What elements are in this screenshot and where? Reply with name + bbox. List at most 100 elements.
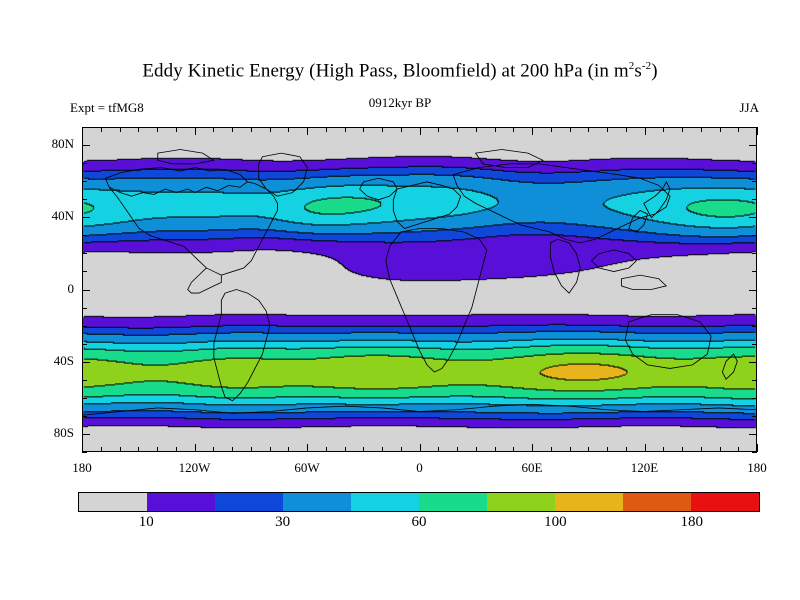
x-tick	[157, 127, 158, 132]
x-tick	[513, 447, 514, 452]
x-tick	[438, 447, 439, 452]
y-tick	[82, 163, 87, 164]
x-tick	[101, 127, 102, 132]
x-tick	[551, 447, 552, 452]
lat-label-80N: 80N	[51, 136, 74, 152]
y-tick	[752, 235, 757, 236]
y-tick	[82, 181, 87, 182]
lon-label-0: 0	[416, 460, 423, 475]
y-tick	[82, 290, 90, 291]
colorbar-segment-0	[79, 493, 147, 511]
colorbar-label-180: 180	[680, 514, 704, 530]
y-tick	[82, 271, 87, 272]
x-tick	[326, 127, 327, 132]
lon-label-180: 180	[747, 460, 767, 475]
colorbar-label-10: 10	[138, 514, 154, 530]
x-tick	[701, 447, 702, 452]
y-tick	[749, 362, 757, 363]
y-tick	[752, 199, 757, 200]
colorbar-segment-4	[351, 493, 419, 511]
x-tick	[738, 447, 739, 452]
x-tick	[138, 447, 139, 452]
y-tick	[82, 434, 90, 435]
x-tick	[382, 447, 383, 452]
y-tick	[82, 235, 87, 236]
x-tick	[420, 127, 421, 135]
x-tick	[513, 127, 514, 132]
x-tick	[495, 447, 496, 452]
x-tick	[270, 447, 271, 452]
x-tick	[588, 127, 589, 132]
y-tick	[752, 344, 757, 345]
x-tick	[645, 127, 646, 135]
x-tick	[288, 127, 289, 132]
x-tick	[645, 444, 646, 452]
title-close-paren: )	[651, 60, 658, 82]
eke-field-contours	[83, 128, 756, 451]
y-tick	[82, 308, 87, 309]
x-tick	[438, 127, 439, 132]
x-tick	[626, 447, 627, 452]
x-tick	[420, 444, 421, 452]
x-tick	[757, 127, 758, 135]
colorbar-segment-7	[555, 493, 623, 511]
y-tick	[752, 308, 757, 309]
y-tick	[752, 253, 757, 254]
x-tick	[551, 127, 552, 132]
x-tick	[120, 127, 121, 132]
x-tick	[626, 127, 627, 132]
colorbar	[78, 492, 760, 512]
colorbar-segment-1	[147, 493, 215, 511]
lat-label-40S: 40S	[53, 352, 74, 368]
y-tick	[82, 398, 87, 399]
page-title-text: Eddy Kinetic Energy (High Pass, Bloomfie…	[142, 60, 629, 82]
x-tick	[120, 447, 121, 452]
y-tick	[752, 326, 757, 327]
y-tick	[82, 452, 87, 453]
y-tick	[752, 127, 757, 128]
x-tick	[457, 447, 458, 452]
x-tick	[82, 444, 83, 452]
lat-label-40N: 40N	[51, 208, 74, 224]
x-tick	[401, 127, 402, 132]
x-tick	[307, 444, 308, 452]
y-tick	[752, 398, 757, 399]
x-tick	[288, 447, 289, 452]
x-tick	[82, 127, 83, 135]
lon-label-180: 180	[72, 460, 92, 475]
x-tick	[607, 127, 608, 132]
x-tick	[363, 447, 364, 452]
x-tick	[345, 127, 346, 132]
y-tick	[82, 217, 90, 218]
x-tick	[345, 447, 346, 452]
y-tick	[82, 199, 87, 200]
title-exponent-2: 2	[628, 60, 635, 72]
x-tick	[476, 127, 477, 132]
y-tick	[82, 362, 90, 363]
x-tick	[588, 447, 589, 452]
x-tick	[157, 447, 158, 452]
x-tick	[457, 127, 458, 132]
colorbar-segment-6	[487, 493, 555, 511]
y-tick	[752, 181, 757, 182]
x-tick	[607, 447, 608, 452]
y-tick	[82, 416, 87, 417]
lon-label-120W: 120W	[178, 460, 211, 475]
x-tick	[232, 127, 233, 132]
colorbar-segment-3	[283, 493, 351, 511]
x-tick	[232, 447, 233, 452]
x-tick	[101, 447, 102, 452]
colorbar-label-30: 30	[275, 514, 291, 530]
y-tick	[82, 145, 90, 146]
colorbar-segment-9	[691, 493, 759, 511]
y-tick	[82, 127, 87, 128]
colorbar-label-60: 60	[411, 514, 427, 530]
title-exponent-minus2: -2	[641, 60, 652, 72]
colorbar-segment-2	[215, 493, 283, 511]
y-tick	[749, 290, 757, 291]
x-tick	[701, 127, 702, 132]
page-title: Eddy Kinetic Energy (High Pass, Bloomfie…	[0, 60, 800, 82]
x-tick	[757, 444, 758, 452]
colorbar-segment-5	[419, 493, 487, 511]
x-tick	[720, 127, 721, 132]
